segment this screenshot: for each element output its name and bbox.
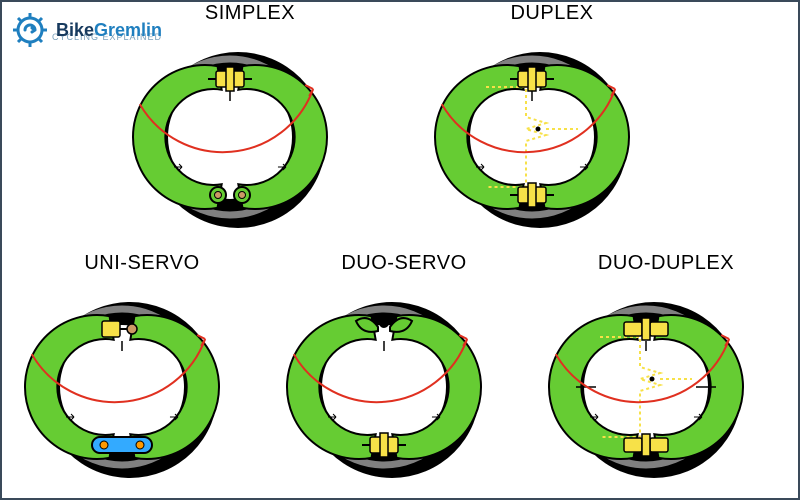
diagram-duoservo: DUO-SERVO — [274, 252, 534, 497]
brand-logo: BikeGremlin — [10, 10, 162, 50]
brand-name: BikeGremlin — [56, 20, 162, 41]
diagram-title: DUO-DUPLEX — [536, 252, 796, 275]
diagram-title: UNI-SERVO — [12, 252, 272, 275]
diagram-title: DUO-SERVO — [274, 252, 534, 275]
diagram-uniservo: UNI-SERVO — [12, 252, 272, 497]
diagram-title: DUPLEX — [422, 2, 682, 25]
diagram-duoduplex: DUO-DUPLEX — [536, 252, 796, 497]
diagram-duplex: DUPLEX — [422, 2, 682, 247]
gear-icon — [10, 10, 50, 50]
